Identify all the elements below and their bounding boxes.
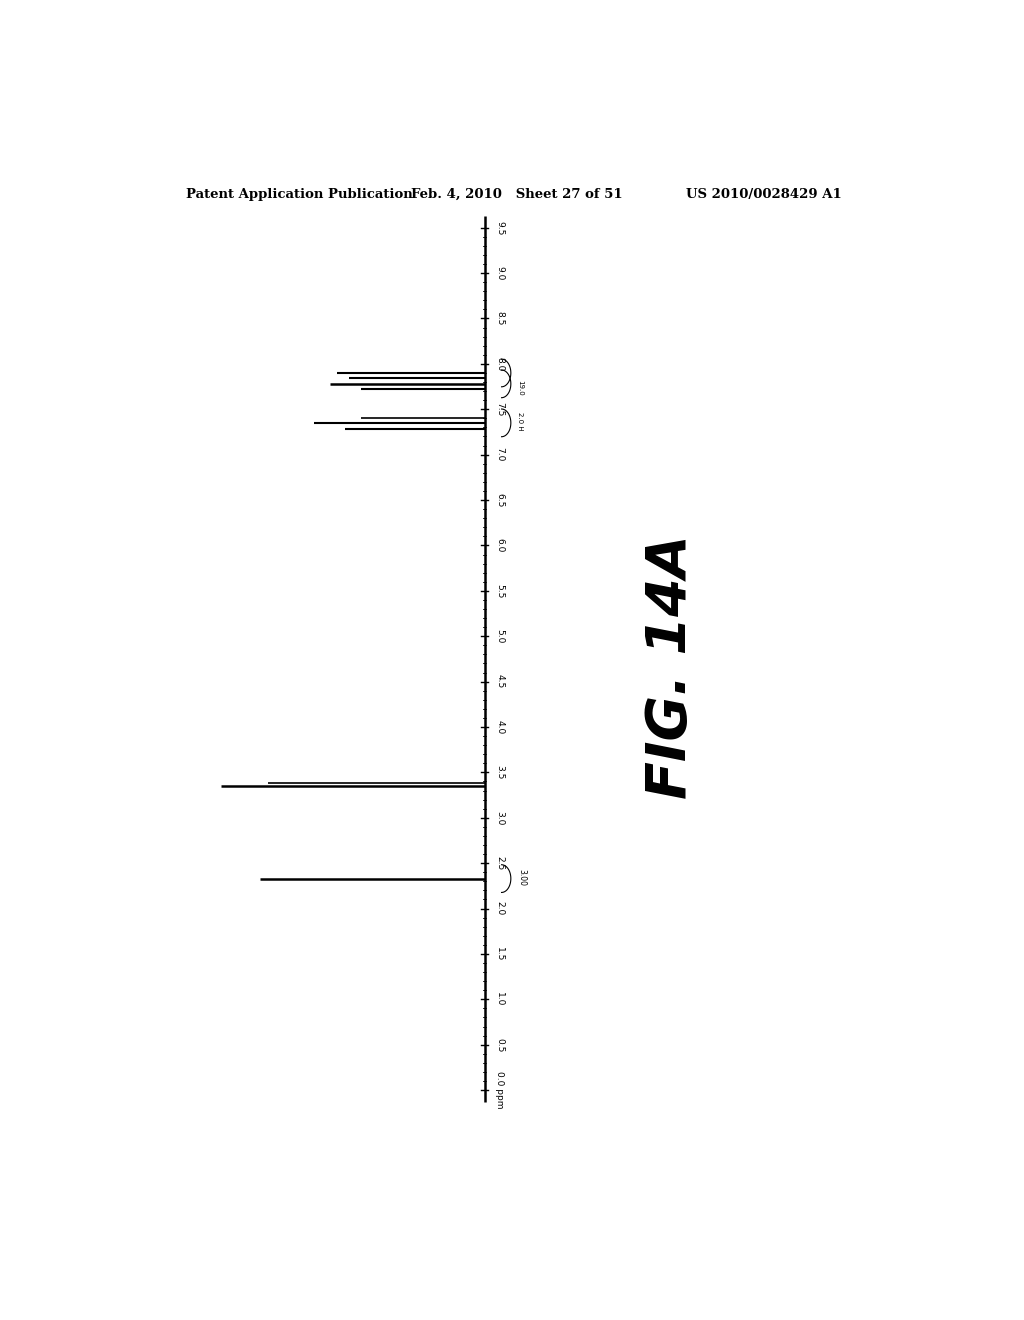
Text: 0.0 ppm: 0.0 ppm xyxy=(496,1072,505,1109)
Text: 2.0 H: 2.0 H xyxy=(517,412,523,430)
Text: 0.5: 0.5 xyxy=(496,1038,505,1052)
Text: 3.5: 3.5 xyxy=(496,766,505,780)
Text: 3.00: 3.00 xyxy=(517,869,526,886)
Text: 6.5: 6.5 xyxy=(496,492,505,507)
Text: US 2010/0028429 A1: US 2010/0028429 A1 xyxy=(686,187,842,201)
Text: 4.5: 4.5 xyxy=(496,675,505,689)
Text: 8.0: 8.0 xyxy=(496,356,505,371)
Text: FIG. 14A: FIG. 14A xyxy=(643,535,697,799)
Text: Feb. 4, 2010   Sheet 27 of 51: Feb. 4, 2010 Sheet 27 of 51 xyxy=(411,187,623,201)
Text: 2.5: 2.5 xyxy=(496,857,505,870)
Text: 3.0: 3.0 xyxy=(496,810,505,825)
Text: 1.0: 1.0 xyxy=(496,993,505,1007)
Text: 9.5: 9.5 xyxy=(496,220,505,235)
Text: Patent Application Publication: Patent Application Publication xyxy=(186,187,413,201)
Text: 2.0: 2.0 xyxy=(496,902,505,916)
Text: 19.0: 19.0 xyxy=(517,380,523,396)
Text: 7.0: 7.0 xyxy=(496,447,505,462)
Text: 9.0: 9.0 xyxy=(496,265,505,280)
Text: 8.5: 8.5 xyxy=(496,312,505,326)
Text: 5.5: 5.5 xyxy=(496,583,505,598)
Text: 4.0: 4.0 xyxy=(496,719,505,734)
Text: 7.5: 7.5 xyxy=(496,403,505,416)
Text: 6.0: 6.0 xyxy=(496,539,505,553)
Text: 1.5: 1.5 xyxy=(496,946,505,961)
Text: 5.0: 5.0 xyxy=(496,630,505,643)
